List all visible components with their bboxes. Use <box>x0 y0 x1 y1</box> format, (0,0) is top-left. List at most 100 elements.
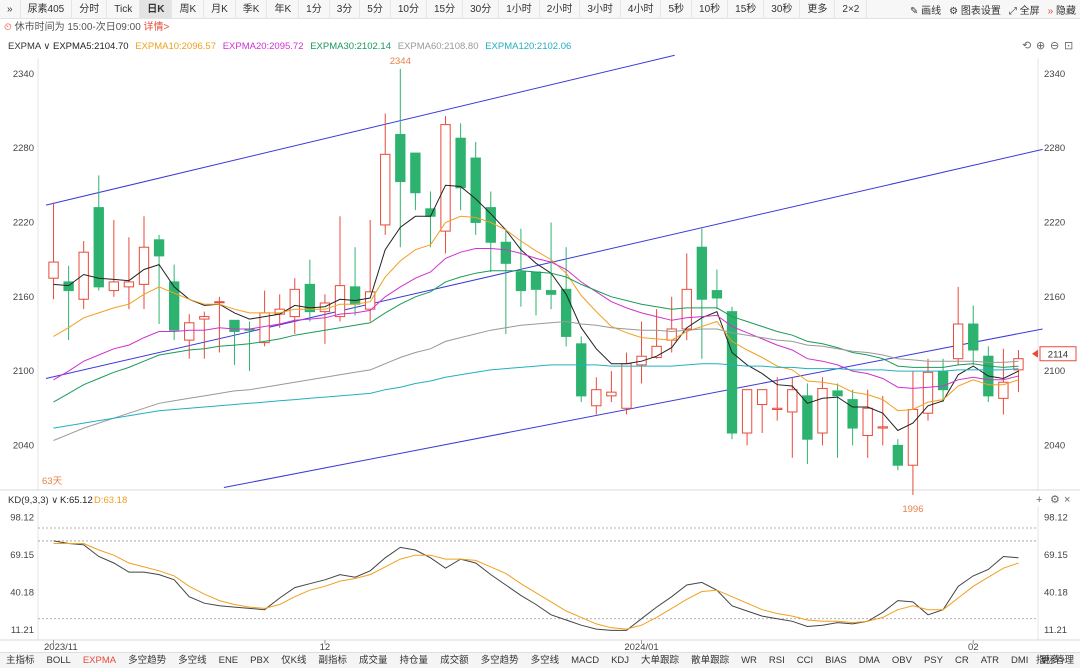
kd-ytick-left-0: 98.12 <box>10 512 34 523</box>
period-tab-12[interactable]: 30分 <box>463 0 500 19</box>
candle-1 <box>63 265 74 341</box>
indicator-item-22[interactable]: DMA <box>858 654 880 666</box>
candle-57 <box>907 371 919 495</box>
chart-icons: ⟲ ⊕ ⊖ ⊡ + ⚙ × <box>1022 40 1073 506</box>
ema-line-5 <box>53 363 1019 429</box>
indicator-item-9[interactable]: 成交量 <box>359 654 388 666</box>
indicator-item-21[interactable]: BIAS <box>825 654 847 666</box>
indicator-item-25[interactable]: CR <box>954 654 969 666</box>
period-tab-4[interactable]: 月K <box>204 0 236 19</box>
price-chart[interactable]: EXPMA ∨ EXPMA5:2104.70 EXPMA10:2096.57 EXPM… <box>0 36 1080 652</box>
period-tab-21[interactable]: 更多 <box>800 0 836 19</box>
candle-14 <box>259 290 270 347</box>
indicator-item-7[interactable]: 仅K线 <box>281 654 307 666</box>
indicator-item-3[interactable]: 多空趋势 <box>128 654 167 666</box>
period-tab-19[interactable]: 15秒 <box>728 0 765 19</box>
indicator-item-28[interactable]: 更多> <box>1040 654 1065 666</box>
period-tab-9[interactable]: 5分 <box>360 0 391 19</box>
candle-26 <box>440 115 451 254</box>
candle-11 <box>214 296 225 353</box>
candle-34 <box>560 247 572 347</box>
candle-55 <box>877 395 888 446</box>
indicator-item-1[interactable]: BOLL <box>46 654 71 666</box>
period-tab-13[interactable]: 1小时 <box>499 0 540 19</box>
chart-settings-button[interactable]: ⚙ 图表设置 <box>949 6 1001 17</box>
indicator-item-18[interactable]: WR <box>741 654 757 666</box>
legend-row: EXPMA ∨ EXPMA5:2104.70 EXPMA10:2096.57 EXPM… <box>8 41 571 52</box>
channel-mid-line <box>45 148 1043 380</box>
candle-9 <box>184 314 195 359</box>
period-tab-7[interactable]: 1分 <box>299 0 330 19</box>
legend-item-0: EXPMA5:2104.70 <box>53 41 129 52</box>
fullscreen-button[interactable]: ⤢ 全屏 <box>1008 6 1040 17</box>
candle-31 <box>515 228 527 307</box>
period-tab-22[interactable]: 2×2 <box>835 0 868 19</box>
candle-60 <box>952 286 964 365</box>
period-tab-20[interactable]: 30秒 <box>764 0 801 19</box>
ytick-right-0: 2340 <box>1044 69 1065 80</box>
indicator-item-2[interactable]: EXPMA <box>82 654 117 666</box>
period-tab-6[interactable]: 年K <box>267 0 300 19</box>
indicator-item-11[interactable]: 成交额 <box>440 654 469 666</box>
period-tab-10[interactable]: 10分 <box>391 0 427 19</box>
indicator-item-27[interactable]: DMI <box>1011 654 1029 666</box>
indicator-item-10[interactable]: 持仓量 <box>399 654 429 666</box>
clock-icon: ⏲ <box>4 22 12 33</box>
candle-32 <box>530 271 542 316</box>
zoom-out-icon: ⊖ <box>1050 40 1059 52</box>
xtick-label-3: 02 <box>968 642 979 652</box>
legend-item-1: EXPMA10:2096.57 <box>135 41 216 52</box>
period-tab-16[interactable]: 4小时 <box>621 0 662 19</box>
ytick-right-3: 2160 <box>1044 292 1065 303</box>
indicator-item-20[interactable]: CCI <box>796 654 814 666</box>
period-tab-11[interactable]: 15分 <box>427 0 464 19</box>
max-label: 2344 <box>390 56 411 67</box>
kd-panel: KD(9,3,3) ∨ K:65.12 D:63.18 98.12 98.12 69.15… <box>0 495 1080 652</box>
candle-6 <box>138 216 150 310</box>
candle-22 <box>380 113 391 235</box>
indicator-item-6[interactable]: PBX <box>250 654 270 666</box>
count-label: 63天 <box>42 476 63 487</box>
ema-lines <box>53 184 1019 441</box>
indicator-item-19[interactable]: RSI <box>768 654 785 666</box>
candle-51 <box>817 377 828 446</box>
indicator-item-8[interactable]: 副指标 <box>318 654 348 666</box>
menu-icon[interactable]: » <box>0 0 21 19</box>
period-tab-18[interactable]: 10秒 <box>692 0 729 19</box>
candle-40 <box>651 309 662 359</box>
indicator-item-24[interactable]: PSY <box>923 654 943 666</box>
detail-link[interactable]: 详情> <box>143 22 170 33</box>
indicator-item-13[interactable]: 多空线 <box>530 654 560 666</box>
candle-3 <box>93 175 104 291</box>
indicator-item-4[interactable]: 多空线 <box>178 654 207 666</box>
symbol-label[interactable]: 尿素405 <box>21 0 73 19</box>
indicator-item-16[interactable]: 大单跟踪 <box>641 654 680 666</box>
period-tab-14[interactable]: 2小时 <box>540 0 581 19</box>
hide-button[interactable]: » 隐藏 <box>1047 6 1076 17</box>
indicator-item-5[interactable]: ENE <box>218 654 239 666</box>
kd-d-label: D:63.18 <box>94 495 127 506</box>
candle-58 <box>922 358 934 421</box>
indicator-item-0[interactable]: 主指标 <box>6 654 35 666</box>
period-tab-2[interactable]: 日K <box>140 0 173 19</box>
indicator-item-23[interactable]: OBV <box>891 654 912 666</box>
indicator-item-12[interactable]: 多空趋势 <box>480 654 519 666</box>
indicator-manage-button[interactable]: 指标管理 <box>1035 655 1074 666</box>
indicator-list: 主指标 BOLL EXPMA 多空趋势 多空线 ENE PBX 仅K线 副指标 成交量 持仓量 成交额… <box>0 653 1071 669</box>
indicator-item-17[interactable]: 散单跟踪 <box>691 654 730 666</box>
period-tab-3[interactable]: 周K <box>172 0 205 19</box>
period-tab-8[interactable]: 3分 <box>330 0 361 19</box>
period-tab-1[interactable]: Tick <box>107 0 141 19</box>
indicator-item-15[interactable]: KDJ <box>611 654 630 666</box>
period-tab-15[interactable]: 3小时 <box>580 0 621 19</box>
indicator-item-14[interactable]: MACD <box>571 654 600 666</box>
draw-line-button[interactable]: ✎ 画线 <box>909 6 942 17</box>
period-tab-5[interactable]: 季K <box>236 0 268 19</box>
annotations: 2344 1996 63天 2114 <box>42 56 1077 515</box>
indicator-item-26[interactable]: ATR <box>980 654 1000 666</box>
candle-5 <box>123 237 135 310</box>
period-tab-0[interactable]: 分时 <box>72 0 108 19</box>
period-tab-17[interactable]: 5秒 <box>661 0 693 19</box>
period-tabs: 分时 Tick 日K 周K 月K 季K 年K 1分 3分 5分 10分 15分 30分 1小时 2小时 3小时… <box>72 0 868 19</box>
ytick-right-4: 2100 <box>1044 366 1065 377</box>
